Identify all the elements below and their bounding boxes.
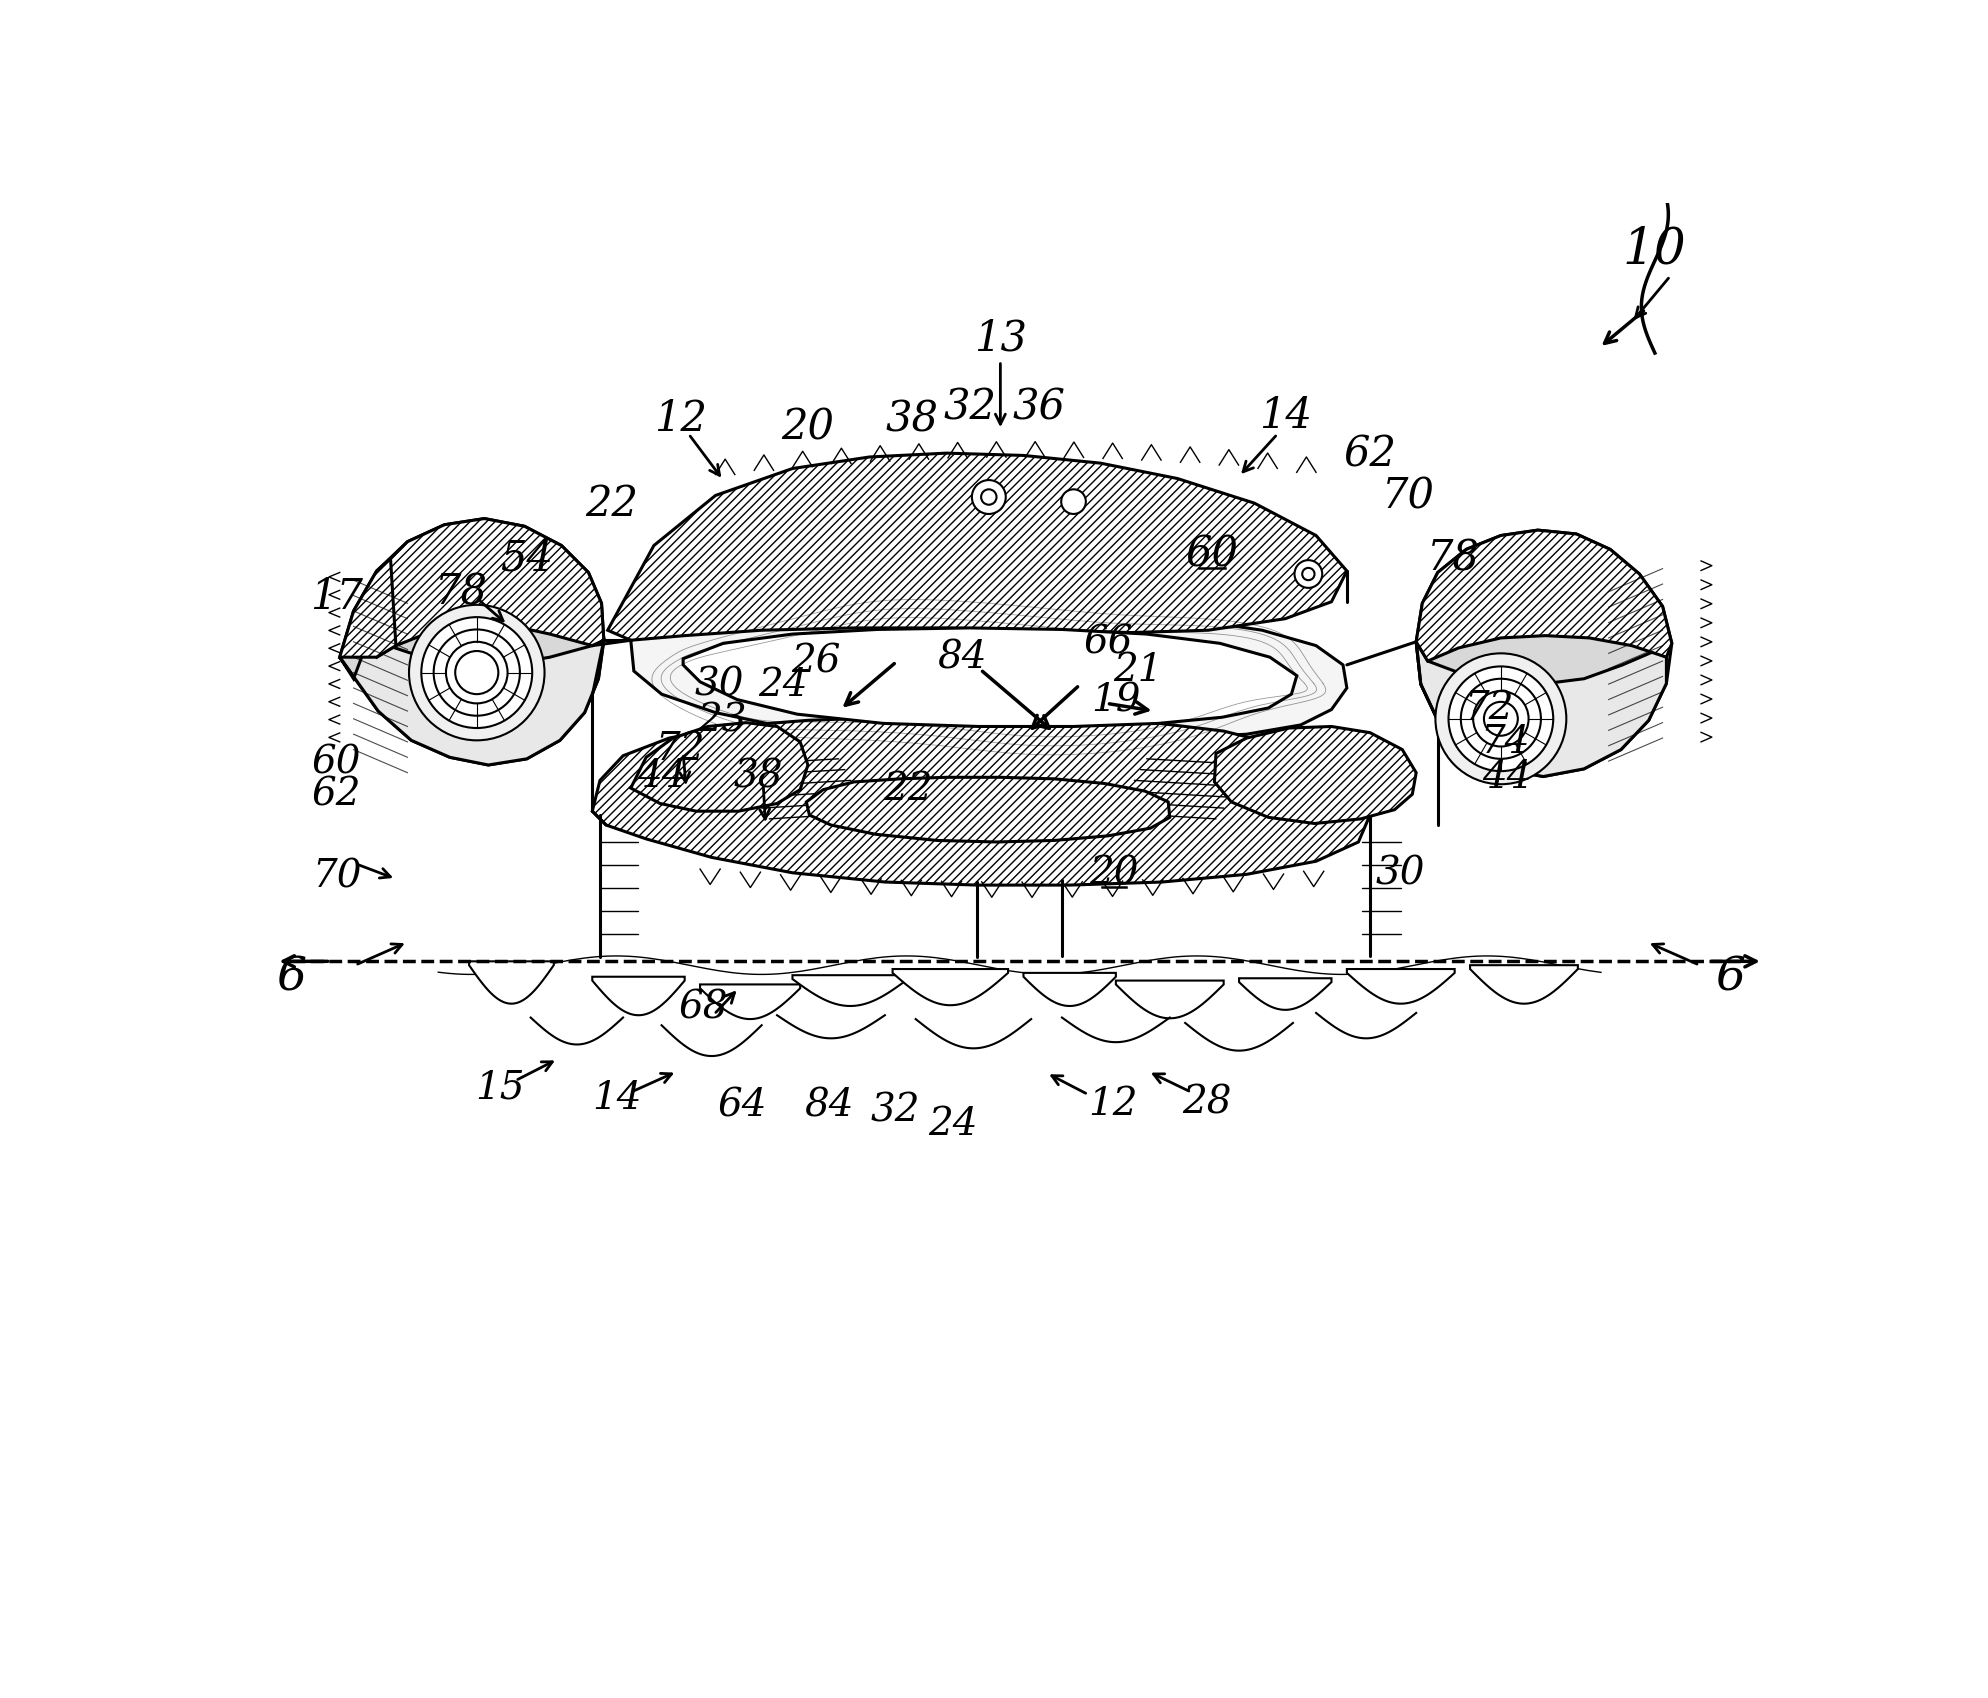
Text: 44: 44 <box>1483 759 1533 796</box>
Polygon shape <box>1415 531 1672 662</box>
Circle shape <box>1302 569 1314 581</box>
Text: 72: 72 <box>656 730 706 767</box>
Polygon shape <box>608 453 1348 640</box>
Text: 22: 22 <box>584 482 638 525</box>
Text: 20: 20 <box>781 406 835 448</box>
Polygon shape <box>893 970 1008 1005</box>
Text: 21: 21 <box>1113 652 1163 689</box>
Polygon shape <box>700 985 801 1019</box>
Text: 60: 60 <box>312 744 362 781</box>
Circle shape <box>1294 560 1322 589</box>
Text: 26: 26 <box>791 644 841 681</box>
Text: 44: 44 <box>636 757 686 795</box>
Polygon shape <box>469 961 555 1004</box>
Text: 30: 30 <box>694 666 744 703</box>
Text: 32: 32 <box>942 387 996 428</box>
Polygon shape <box>1024 973 1115 1007</box>
Text: 62: 62 <box>312 776 362 813</box>
Circle shape <box>410 606 545 740</box>
Text: 12: 12 <box>654 399 708 440</box>
Text: 74: 74 <box>1481 723 1531 761</box>
Text: 62: 62 <box>1344 433 1396 475</box>
Text: 72: 72 <box>1465 689 1515 727</box>
Text: 70: 70 <box>312 857 362 895</box>
Text: 17: 17 <box>310 576 364 616</box>
Circle shape <box>972 481 1006 514</box>
Polygon shape <box>807 778 1169 842</box>
Polygon shape <box>340 640 604 766</box>
Polygon shape <box>1348 970 1455 1004</box>
Text: 14: 14 <box>592 1080 642 1117</box>
Polygon shape <box>1239 978 1332 1010</box>
Text: 23: 23 <box>698 703 746 739</box>
Circle shape <box>421 618 533 728</box>
Text: 36: 36 <box>1012 387 1066 428</box>
Circle shape <box>1473 691 1529 747</box>
Text: 54: 54 <box>501 537 553 579</box>
Text: 6: 6 <box>276 954 306 1000</box>
Text: 15: 15 <box>475 1068 525 1105</box>
Text: 38: 38 <box>734 757 783 795</box>
Circle shape <box>1461 679 1541 759</box>
Polygon shape <box>1115 981 1225 1019</box>
Text: 84: 84 <box>805 1087 855 1124</box>
Text: 19: 19 <box>1091 681 1141 718</box>
Text: 78: 78 <box>435 572 487 613</box>
Polygon shape <box>1469 966 1578 1004</box>
Polygon shape <box>684 628 1296 727</box>
Circle shape <box>445 642 507 705</box>
Polygon shape <box>592 976 684 1015</box>
Circle shape <box>455 652 499 694</box>
Polygon shape <box>630 723 807 812</box>
Text: 66: 66 <box>1083 623 1133 661</box>
Text: 64: 64 <box>718 1087 767 1124</box>
Text: 84: 84 <box>936 640 986 676</box>
Polygon shape <box>340 520 604 766</box>
Polygon shape <box>1415 531 1672 778</box>
Circle shape <box>433 630 521 717</box>
Text: 28: 28 <box>1183 1083 1231 1121</box>
Text: 68: 68 <box>680 988 730 1026</box>
Text: 32: 32 <box>871 1092 920 1129</box>
Text: 10: 10 <box>1622 226 1686 275</box>
Text: 70: 70 <box>1382 475 1435 518</box>
Text: 13: 13 <box>974 318 1028 360</box>
Text: 78: 78 <box>1427 537 1479 579</box>
Text: 38: 38 <box>885 399 938 440</box>
Text: 30: 30 <box>1376 854 1425 891</box>
Text: 12: 12 <box>1087 1085 1137 1122</box>
Text: 22: 22 <box>883 771 932 807</box>
Polygon shape <box>366 520 604 657</box>
Polygon shape <box>340 559 396 657</box>
Polygon shape <box>1415 642 1666 778</box>
Circle shape <box>1449 667 1553 771</box>
Polygon shape <box>630 610 1348 740</box>
Text: 14: 14 <box>1258 394 1312 436</box>
Circle shape <box>1062 491 1085 514</box>
Text: 60: 60 <box>1185 533 1239 576</box>
Circle shape <box>1435 654 1567 784</box>
Text: 20: 20 <box>1089 854 1139 891</box>
Polygon shape <box>1215 727 1415 824</box>
Circle shape <box>1483 703 1517 737</box>
Circle shape <box>982 491 996 506</box>
Polygon shape <box>592 717 1370 886</box>
Text: 6: 6 <box>1716 954 1745 1000</box>
Text: 24: 24 <box>759 666 807 703</box>
Text: 24: 24 <box>928 1105 978 1143</box>
Polygon shape <box>793 976 909 1007</box>
